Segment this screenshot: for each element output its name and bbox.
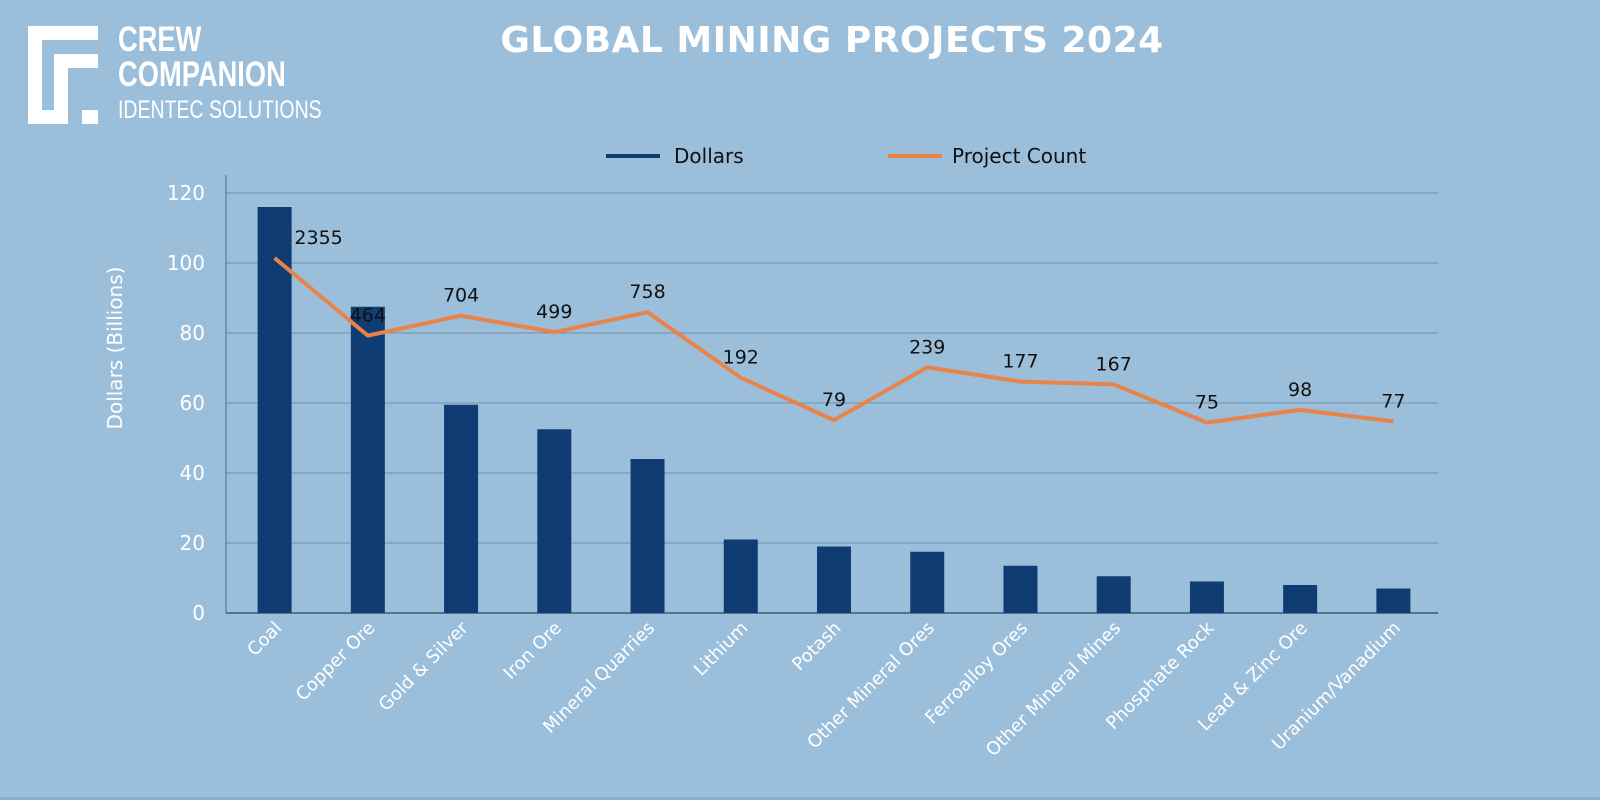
logo-line-3: IDENTEC SOLUTIONS [118,96,322,124]
project-count-data-label: 192 [723,347,759,369]
y-axis-label: Dollars (Billions) [103,267,127,430]
crew-companion-logo-icon [28,26,98,124]
bar-copper-ore [350,306,385,613]
legend-project-count-label: Project Count [952,144,1086,168]
bar-uranium-vanadium [1376,588,1411,613]
project-count-data-label: 79 [822,389,846,411]
y-tick-label: 0 [192,601,205,625]
project-count-data-label: 98 [1288,379,1312,401]
y-tick-label: 80 [180,321,205,345]
project-count-data-label: 499 [536,301,572,323]
project-count-data-label: 2355 [294,227,342,249]
project-count-data-label: 758 [629,281,665,303]
bar-other-mineral-mines [1096,576,1131,613]
bar-ferroalloy-ores [1003,565,1038,613]
x-tick-label: Lithium [690,618,753,681]
y-tick-label: 120 [167,181,205,205]
project-count-data-label: 704 [443,285,479,307]
y-tick-label: 40 [180,461,205,485]
chart-title: GLOBAL MINING PROJECTS 2024 [500,20,1164,61]
project-count-data-label: 464 [350,305,386,327]
x-tick-label: Iron Ore [500,618,566,684]
logo-line-1: CREW [118,20,202,59]
y-tick-label: 100 [167,251,205,275]
logo-text: CREW COMPANION IDENTEC SOLUTIONS [118,22,322,123]
legend: Dollars Project Count [606,144,1086,168]
project-count-data-label: 167 [1096,353,1132,375]
y-tick-label: 20 [180,531,205,555]
project-count-data-label: 177 [1002,351,1038,373]
x-tick-label: Potash [788,618,845,675]
bar-other-mineral-ores [910,551,945,613]
project-count-data-label: 77 [1381,390,1405,412]
bar-phosphate-rock [1189,581,1224,613]
legend-dollars-label: Dollars [674,144,744,168]
bar-mineral-quarries [630,459,665,613]
logo-line-2: COMPANION [118,55,286,94]
bar-iron-ore [537,429,572,613]
bar-coal [257,207,292,613]
x-tick-label: Gold & Silver [375,617,473,715]
bar-lithium [723,539,758,613]
bar-gold-silver [444,404,479,613]
y-tick-label: 60 [180,391,205,415]
bar-potash [817,546,851,613]
x-tick-label: Coal [243,618,286,661]
bar-lead-zinc-ore [1283,585,1318,613]
x-tick-label: Copper Ore [292,618,380,706]
project-count-data-label: 239 [909,336,945,358]
project-count-data-label: 75 [1195,392,1219,414]
